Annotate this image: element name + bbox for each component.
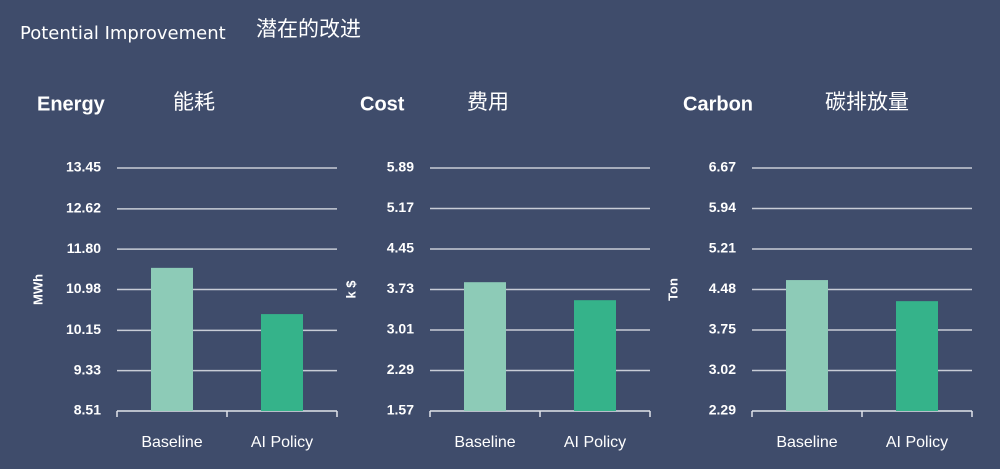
bar xyxy=(151,267,193,411)
chart-title: Carbon xyxy=(683,93,753,115)
y-tick-label: 9.33 xyxy=(74,361,101,377)
page-subtitle: 潜在的改进 xyxy=(256,17,361,41)
y-tick-label: 5.89 xyxy=(387,159,414,175)
chart-subtitle: 能耗 xyxy=(173,90,215,114)
bar xyxy=(261,314,303,411)
x-tick-label: AI Policy xyxy=(251,434,313,451)
chart-subtitle: 费用 xyxy=(467,90,509,114)
x-tick-label: Baseline xyxy=(141,434,202,451)
bar xyxy=(464,282,506,411)
y-tick-label: 3.02 xyxy=(709,361,736,377)
bar xyxy=(574,300,616,411)
y-tick-label: 2.29 xyxy=(709,402,736,418)
bar xyxy=(786,280,828,411)
chart-title: Energy xyxy=(37,93,106,115)
y-tick-label: 11.80 xyxy=(67,240,101,256)
y-tick-label: 10.15 xyxy=(66,321,101,337)
y-axis-label: k $ xyxy=(343,280,358,299)
y-tick-label: 13.45 xyxy=(66,159,101,175)
x-tick-label: AI Policy xyxy=(886,434,948,451)
y-tick-label: 8.51 xyxy=(74,402,101,418)
y-tick-label: 3.73 xyxy=(387,280,414,296)
y-tick-label: 4.45 xyxy=(387,240,414,256)
y-tick-label: 6.67 xyxy=(709,159,736,175)
y-tick-label: 10.98 xyxy=(66,280,101,296)
chart-title: Cost xyxy=(360,93,405,115)
y-tick-label: 1.57 xyxy=(387,402,414,418)
page-title: Potential Improvement xyxy=(20,23,226,44)
y-tick-label: 5.21 xyxy=(709,240,736,256)
y-tick-label: 5.94 xyxy=(709,199,736,215)
bar xyxy=(896,301,938,411)
y-tick-label: 3.01 xyxy=(387,321,414,337)
y-axis-label: Ton xyxy=(665,278,680,301)
x-tick-label: Baseline xyxy=(776,434,837,451)
x-tick-label: Baseline xyxy=(454,434,515,451)
chart-subtitle: 碳排放量 xyxy=(825,90,909,114)
y-axis-label: MWh xyxy=(30,274,45,305)
y-tick-label: 5.17 xyxy=(387,199,414,215)
y-tick-label: 2.29 xyxy=(387,361,414,377)
y-tick-label: 12.62 xyxy=(66,200,101,216)
x-tick-label: AI Policy xyxy=(564,434,626,451)
y-tick-label: 4.48 xyxy=(709,280,736,296)
y-tick-label: 3.75 xyxy=(709,321,736,337)
